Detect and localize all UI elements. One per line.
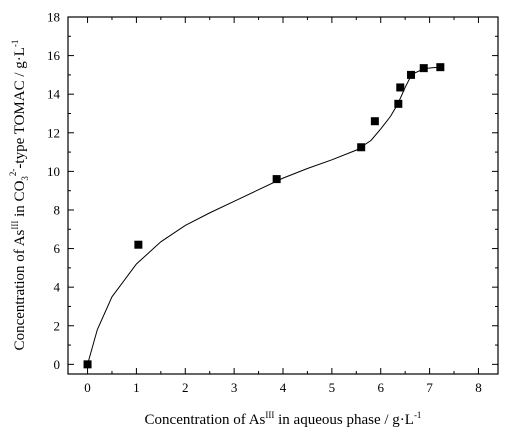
x-tick-label: 2 [182,380,189,395]
y-tick-label: 0 [54,357,61,372]
data-point [272,175,281,184]
y-tick-label: 4 [54,280,61,295]
x-tick-label: 3 [231,380,238,395]
data-point [407,70,416,79]
y-tick-label: 12 [47,125,60,140]
data-point [134,240,143,249]
y-axis-ticks: 0 2 4 6 8 10 12 14 16 18 [47,10,498,372]
fit-curve [87,66,441,365]
data-point [357,143,366,152]
x-tick-label: 6 [377,380,384,395]
y-tick-label: 18 [47,10,60,25]
data-points [83,63,445,369]
y-tick-label: 2 [54,318,61,333]
data-point [394,99,403,108]
y-tick-label: 8 [54,202,61,217]
y-tick-label: 14 [47,87,61,102]
plot-frame [67,16,499,375]
x-tick-label: 1 [133,380,140,395]
x-axis-label: Concentration of AsIII in aqueous phase … [145,410,422,428]
data-point [83,360,92,369]
x-tick-label: 5 [329,380,336,395]
y-tick-label: 10 [47,164,60,179]
data-point [436,63,445,72]
x-tick-label: 0 [84,380,91,395]
x-tick-label: 7 [426,380,433,395]
x-tick-label: 8 [475,380,482,395]
x-tick-label: 4 [280,380,287,395]
data-point [370,117,379,126]
x-axis-ticks: 0 1 2 3 4 5 6 7 8 [84,17,482,395]
data-point [396,83,405,92]
y-axis-label: Concentration of AsIII in CO32--type TOM… [8,40,30,351]
y-tick-label: 6 [54,241,61,256]
data-point [419,64,428,73]
y-tick-label: 16 [47,48,61,63]
